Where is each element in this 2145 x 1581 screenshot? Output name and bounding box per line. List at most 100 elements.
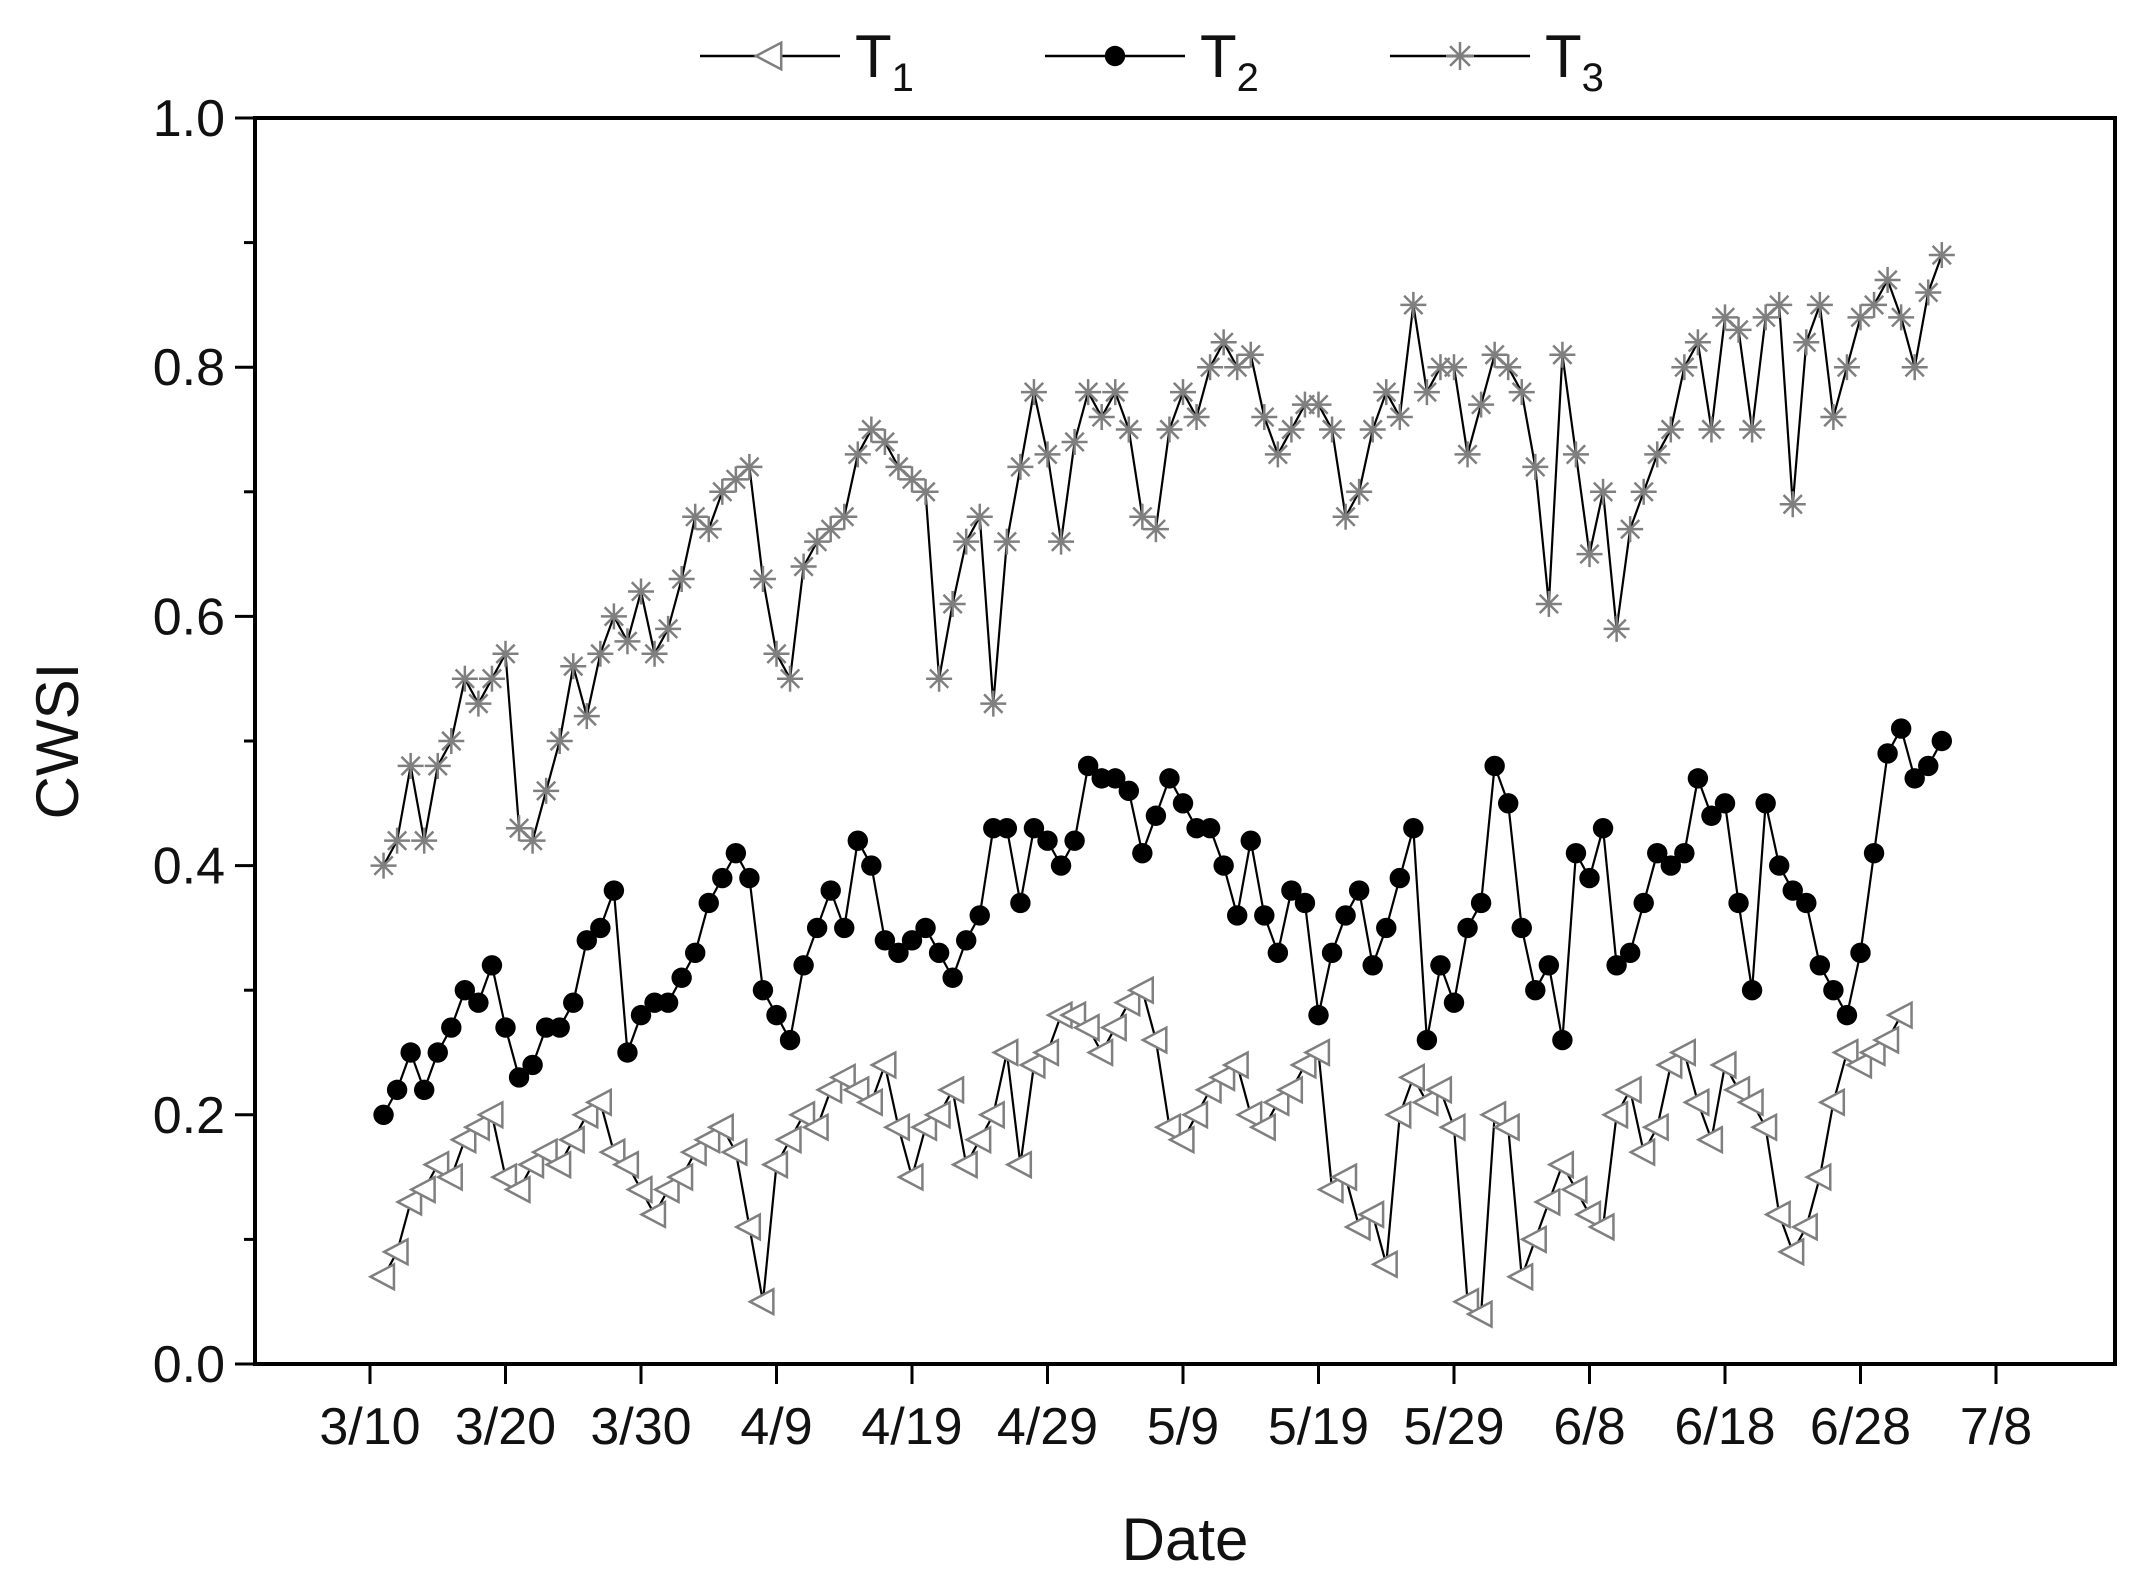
data-point bbox=[1235, 1100, 1263, 1130]
data-point bbox=[1470, 892, 1492, 914]
data-point bbox=[1796, 892, 1817, 914]
data-point bbox=[1384, 1100, 1412, 1130]
data-point bbox=[964, 1125, 992, 1155]
data-point bbox=[909, 1112, 938, 1142]
data-point bbox=[763, 640, 790, 667]
data-point bbox=[422, 1150, 450, 1180]
data-point bbox=[1836, 1004, 1858, 1026]
data-point bbox=[1389, 867, 1411, 889]
data-point bbox=[1850, 942, 1871, 964]
data-point bbox=[557, 1125, 585, 1155]
data-point bbox=[969, 905, 990, 926]
data-point bbox=[1506, 1262, 1534, 1292]
data-point bbox=[1254, 905, 1275, 926]
data-point bbox=[611, 1150, 640, 1180]
data-point bbox=[1777, 1237, 1805, 1267]
data-point bbox=[1416, 1029, 1438, 1051]
data-point bbox=[896, 1162, 924, 1192]
data-point bbox=[1267, 942, 1289, 964]
data-point bbox=[679, 1137, 707, 1167]
data-point bbox=[1492, 1112, 1520, 1142]
data-point bbox=[1140, 1025, 1168, 1055]
series-layer bbox=[367, 242, 1955, 1329]
data-point bbox=[1498, 793, 1519, 814]
data-point bbox=[1804, 1162, 1832, 1192]
data-point bbox=[1576, 541, 1603, 568]
data-point bbox=[725, 842, 747, 864]
data-point bbox=[560, 653, 587, 680]
data-point bbox=[1790, 1212, 1818, 1242]
data-point bbox=[1671, 354, 1698, 381]
data-point bbox=[1058, 1000, 1087, 1030]
x-axis: 3/10 3/20 3/30 4/9 4/19 4/29 5/9 5/19 5/29 6/8 6/1… bbox=[319, 1364, 2032, 1456]
data-point bbox=[1769, 855, 1790, 876]
data-point bbox=[638, 1200, 667, 1229]
data-point bbox=[1132, 842, 1153, 864]
data-point bbox=[1655, 1050, 1683, 1080]
data-point bbox=[1172, 793, 1194, 814]
data-point bbox=[1858, 1038, 1886, 1067]
x-tick-label: 3/20 bbox=[455, 1398, 556, 1456]
data-point bbox=[1240, 830, 1261, 851]
data-point bbox=[915, 917, 936, 939]
data-point bbox=[912, 478, 939, 505]
data-point bbox=[806, 917, 828, 939]
circle-marker bbox=[1104, 45, 1126, 67]
data-point bbox=[625, 1175, 653, 1204]
data-point bbox=[1346, 478, 1373, 505]
data-point bbox=[1319, 416, 1346, 443]
data-point bbox=[1348, 880, 1370, 901]
data-point bbox=[1644, 441, 1671, 468]
data-point bbox=[991, 1038, 1019, 1067]
data-point bbox=[438, 728, 465, 754]
data-point bbox=[489, 1162, 518, 1192]
data-point bbox=[373, 1104, 394, 1126]
data-point bbox=[1736, 1087, 1764, 1117]
data-point bbox=[1863, 842, 1885, 864]
data-point bbox=[1194, 1075, 1222, 1105]
data-point bbox=[1145, 805, 1167, 826]
y-tick-label: 0.6 bbox=[153, 588, 225, 646]
data-point bbox=[739, 867, 760, 889]
data-point bbox=[747, 1287, 775, 1317]
data-point bbox=[1048, 528, 1075, 555]
data-point bbox=[370, 852, 397, 879]
data-point bbox=[600, 603, 627, 630]
y-tick-label: 1.0 bbox=[153, 90, 225, 148]
data-point bbox=[855, 1087, 883, 1117]
data-point bbox=[1823, 980, 1844, 1001]
data-point bbox=[1573, 1200, 1602, 1229]
data-point bbox=[598, 1137, 626, 1167]
x-tick-label: 3/30 bbox=[590, 1398, 691, 1456]
data-point bbox=[939, 590, 966, 617]
data-point bbox=[1386, 404, 1413, 431]
data-point bbox=[414, 1079, 435, 1101]
data-point bbox=[1077, 755, 1099, 777]
data-point bbox=[465, 690, 492, 717]
data-point bbox=[1779, 491, 1806, 518]
data-point bbox=[1918, 755, 1939, 777]
data-point bbox=[478, 665, 505, 692]
data-point bbox=[1413, 379, 1440, 406]
data-point bbox=[749, 566, 776, 593]
data-point bbox=[828, 1062, 856, 1092]
data-point bbox=[522, 1054, 543, 1076]
data-point bbox=[1335, 905, 1356, 926]
data-point bbox=[435, 1162, 463, 1192]
data-point bbox=[831, 503, 858, 530]
data-point bbox=[384, 827, 411, 854]
data-point bbox=[1617, 516, 1644, 543]
data-point bbox=[1262, 1087, 1290, 1117]
legend-name: T bbox=[1200, 23, 1237, 90]
data-point bbox=[1533, 1187, 1561, 1217]
data-point bbox=[1885, 1000, 1913, 1030]
asterisk-marker bbox=[1446, 42, 1474, 70]
data-point bbox=[1817, 1087, 1846, 1117]
data-point bbox=[1782, 880, 1803, 901]
data-point bbox=[652, 1175, 680, 1204]
legend-name: T bbox=[1545, 23, 1582, 90]
data-point bbox=[1657, 416, 1684, 443]
data-point bbox=[1701, 805, 1722, 826]
data-point bbox=[1397, 1062, 1425, 1092]
